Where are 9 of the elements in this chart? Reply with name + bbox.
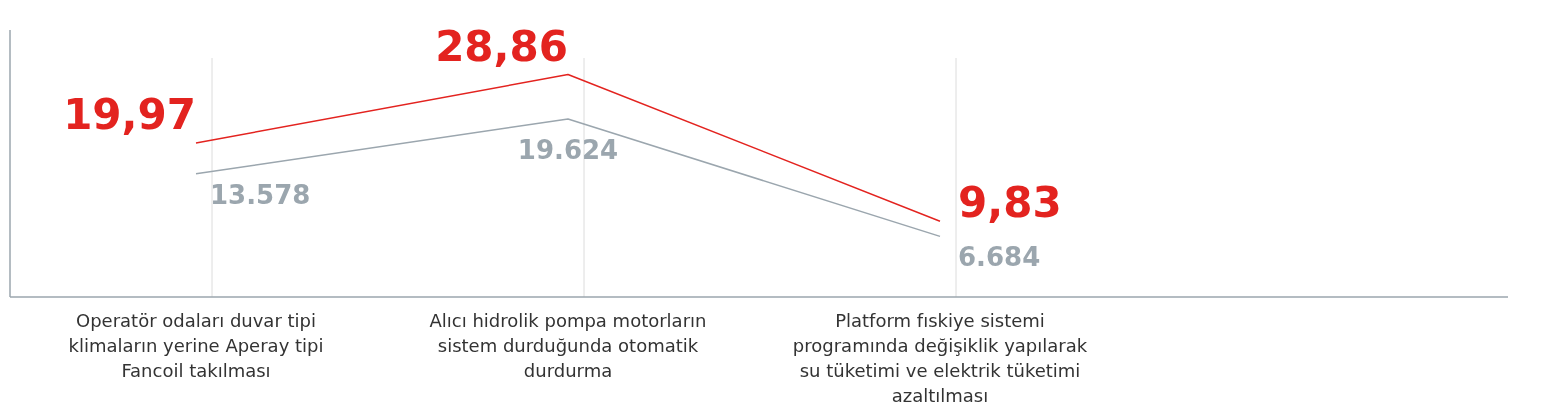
- data-label: 28,86: [435, 21, 568, 71]
- data-label: 19,97: [63, 90, 196, 140]
- x-tick-label: Alıcı hidrolik pompa motorların sistem durduğunda otomatik durdurma: [429, 310, 707, 381]
- x-tick-label: Operatör odaları duvar tipi klimaların yerine Aperay tipi Fancoil takılması: [68, 310, 324, 381]
- data-label: 19.624: [517, 135, 619, 165]
- data-label: 6.684: [958, 242, 1041, 273]
- data-label: 13.578: [210, 179, 311, 210]
- data-label: 9,83: [958, 178, 1062, 228]
- x-tick-label: Platform fıskiye sistemi programında değişiklik yapılarak su tüketimi ve elektrik tüketimi azaltılması: [792, 310, 1088, 406]
